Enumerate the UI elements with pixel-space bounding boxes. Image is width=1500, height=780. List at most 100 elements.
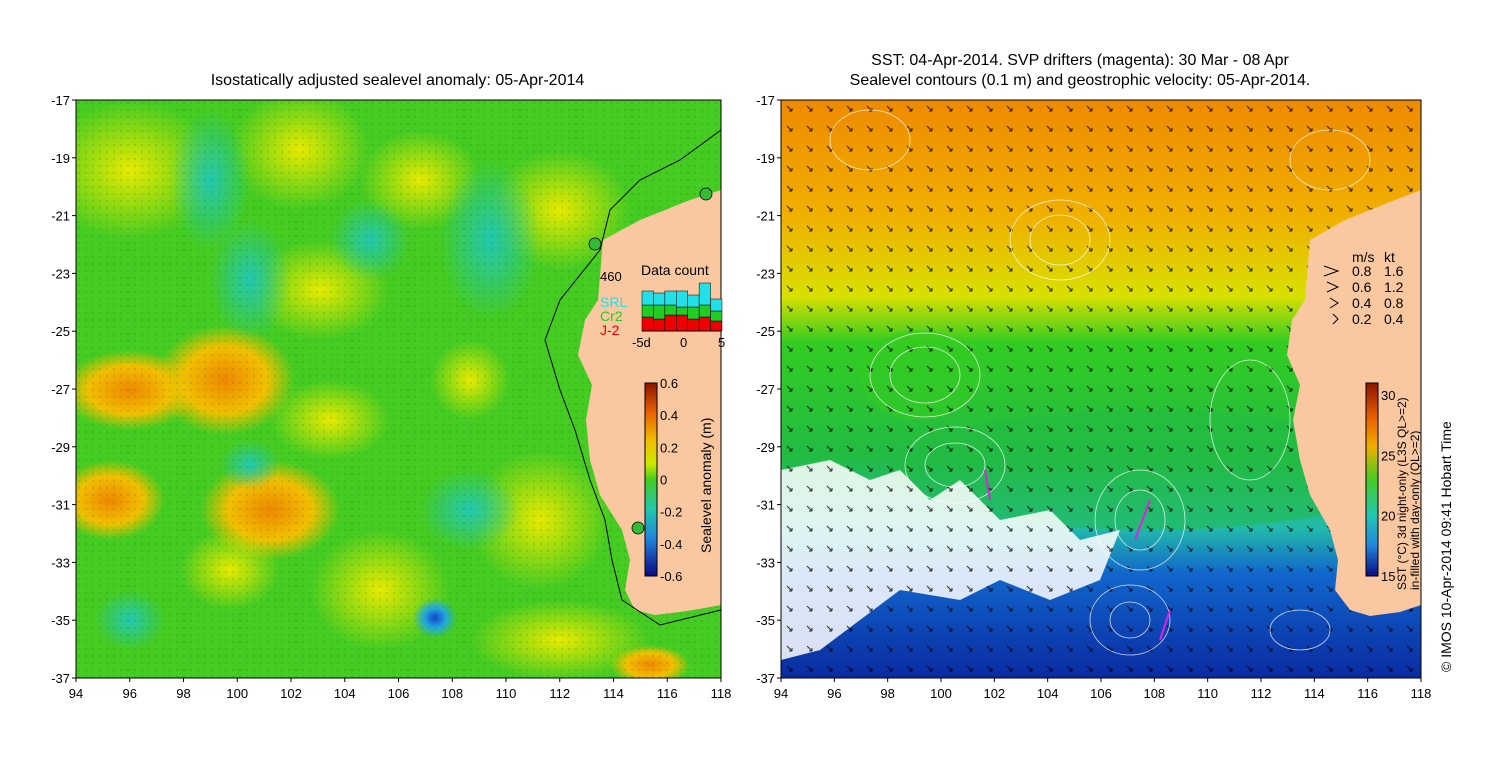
sla-lon-label: 102 xyxy=(280,686,302,701)
sla-lon-label: 100 xyxy=(226,686,248,701)
legend-cr2: Cr2 xyxy=(600,308,623,324)
sst-lat-label: -25 xyxy=(756,324,775,339)
sst-colorbar-gradient xyxy=(1365,382,1379,577)
sla-lat-label: -29 xyxy=(51,440,70,455)
sst-lon-label: 108 xyxy=(1143,686,1165,701)
sla-colorbar-tick: 0.2 xyxy=(660,440,678,455)
data-count-bar-cr2 xyxy=(676,306,688,316)
sst-lon-label: 98 xyxy=(880,686,894,701)
sst-lon-label: 94 xyxy=(774,686,788,701)
sst-lon-label: 96 xyxy=(827,686,841,701)
right-map-title-line1: SST: 04-Apr-2014. SVP drifters (magenta)… xyxy=(871,52,1289,69)
sst-colorbar-tick: 15 xyxy=(1381,569,1395,584)
sla-lat-label: -37 xyxy=(51,671,70,686)
sst-lon-label: 114 xyxy=(1304,686,1325,701)
data-count-bar-srl xyxy=(710,298,723,312)
sst-lat-label: -29 xyxy=(756,440,775,455)
sst-lon-label: 104 xyxy=(1037,686,1059,701)
data-count-bar-j-2 xyxy=(664,314,677,332)
data-count-inset: 460 Data count SRL Cr2 J-2 -5d 0 5 xyxy=(600,262,725,350)
sst-note-line2: in-filled with day-only (QL>=2) xyxy=(1408,430,1422,590)
data-count-bar-srl xyxy=(664,290,677,306)
sla-lon-label: 98 xyxy=(176,686,190,701)
sla-lat-label: -27 xyxy=(51,382,70,397)
sla-colorbar: 0.6 0.4 0.2 0 -0.2 -0.4 -0.6 Sealevel anomaly … xyxy=(644,376,714,584)
sla-lon-label: 116 xyxy=(657,686,678,701)
sla-lat-label: -21 xyxy=(51,209,70,224)
data-count-bar-j-2 xyxy=(687,318,700,332)
sla-colorbar-tick: 0.4 xyxy=(660,408,678,423)
sealevel-contours xyxy=(829,109,1371,656)
data-count-title: Data count xyxy=(641,262,709,278)
legend-j2: J-2 xyxy=(600,322,620,338)
sst-lon-label: 116 xyxy=(1357,686,1378,701)
speed-legend-ms: 0.8 xyxy=(1352,263,1372,279)
sla-colorbar-label: Sealevel anomaly (m) xyxy=(698,418,714,553)
data-count-max: 460 xyxy=(600,269,622,284)
sla-colorbar-tick: 0.6 xyxy=(660,376,678,391)
sla-colorbar-gradient xyxy=(644,382,658,577)
sla-lat-label: -17 xyxy=(51,93,70,108)
tide-gauge-marker xyxy=(588,237,602,251)
sla-lat-label: -33 xyxy=(51,555,70,570)
sla-lon-label: 104 xyxy=(334,686,356,701)
sst-colorbar-tick: 20 xyxy=(1381,509,1395,524)
sst-lon-label: 112 xyxy=(1251,686,1272,701)
speed-legend-kt: 1.2 xyxy=(1384,279,1404,295)
sst-lat-label: -19 xyxy=(756,151,775,166)
sst-lon-label: 102 xyxy=(983,686,1005,701)
sst-lat-label: -23 xyxy=(756,266,775,281)
sla-lon-label: 106 xyxy=(388,686,410,701)
sst-lat-label: -21 xyxy=(756,209,775,224)
speed-legend-header-ms: m/s xyxy=(1352,249,1375,265)
left-map-title: Isostatically adjusted sealevel anomaly:… xyxy=(210,72,585,89)
data-count-bar-cr2 xyxy=(710,310,723,322)
sla-land-australia xyxy=(578,100,721,615)
data-count-bar-j-2 xyxy=(710,320,723,332)
sla-lat-label: -31 xyxy=(51,498,70,513)
tide-gauge-marker xyxy=(699,187,713,201)
sla-colorbar-tick: -0.4 xyxy=(660,537,682,552)
sst-lat-label: -37 xyxy=(756,671,775,686)
data-count-tick: 0 xyxy=(680,335,687,350)
sst-note: SST (°C) 3d night-only (L3S QL>=2) in-fi… xyxy=(1395,350,1422,590)
data-count-bar-srl xyxy=(653,292,666,306)
tide-gauge-marker xyxy=(631,521,645,535)
sla-lat-label: -25 xyxy=(51,324,70,339)
sla-lon-label: 108 xyxy=(441,686,463,701)
data-count-tick: -5d xyxy=(632,335,651,350)
sst-lon-label: 100 xyxy=(930,686,952,701)
svp-drifter-tracks xyxy=(984,469,1171,641)
sla-colorbar-tick: 0 xyxy=(660,473,667,488)
sst-lat-label: -33 xyxy=(756,555,775,570)
sst-lon-label: 118 xyxy=(1411,686,1432,701)
speed-legend-header-kt: kt xyxy=(1384,249,1395,265)
speed-legend-ms: 0.2 xyxy=(1352,311,1372,327)
data-count-bar-cr2 xyxy=(664,304,677,316)
sla-colorbar-tick: -0.6 xyxy=(660,569,682,584)
sst-colorbar-tick: 25 xyxy=(1381,448,1395,463)
copyright-notice: © IMOS 10-Apr-2014 09:41 Hobart Time xyxy=(1438,421,1454,672)
speed-legend-ms: 0.4 xyxy=(1352,295,1372,311)
speed-legend-arrow xyxy=(1332,313,1339,325)
sla-lat-label: -35 xyxy=(51,613,70,628)
sla-colorbar-tick: -0.2 xyxy=(660,505,682,520)
data-count-bar-j-2 xyxy=(676,314,688,332)
sst-land-australia xyxy=(1287,100,1421,616)
data-count-bar-srl xyxy=(676,290,688,308)
speed-legend-arrow xyxy=(1329,297,1339,309)
data-count-bar-cr2 xyxy=(698,304,711,318)
data-count-bar-j-2 xyxy=(698,316,711,332)
sla-lat-label: -19 xyxy=(51,151,70,166)
sla-lat-label: -23 xyxy=(51,266,70,281)
sla-lon-label: 114 xyxy=(603,686,624,701)
sla-lon-label: 96 xyxy=(123,686,137,701)
sst-lat-label: -27 xyxy=(756,382,775,397)
speed-legend-kt: 0.4 xyxy=(1384,311,1404,327)
sla-lon-label: 94 xyxy=(69,686,83,701)
sst-lat-label: -35 xyxy=(756,613,775,628)
data-count-bar-cr2 xyxy=(687,306,700,320)
sla-lon-label: 118 xyxy=(711,686,732,701)
speed-legend-kt: 1.6 xyxy=(1384,263,1404,279)
speed-legend-kt: 0.8 xyxy=(1384,295,1404,311)
